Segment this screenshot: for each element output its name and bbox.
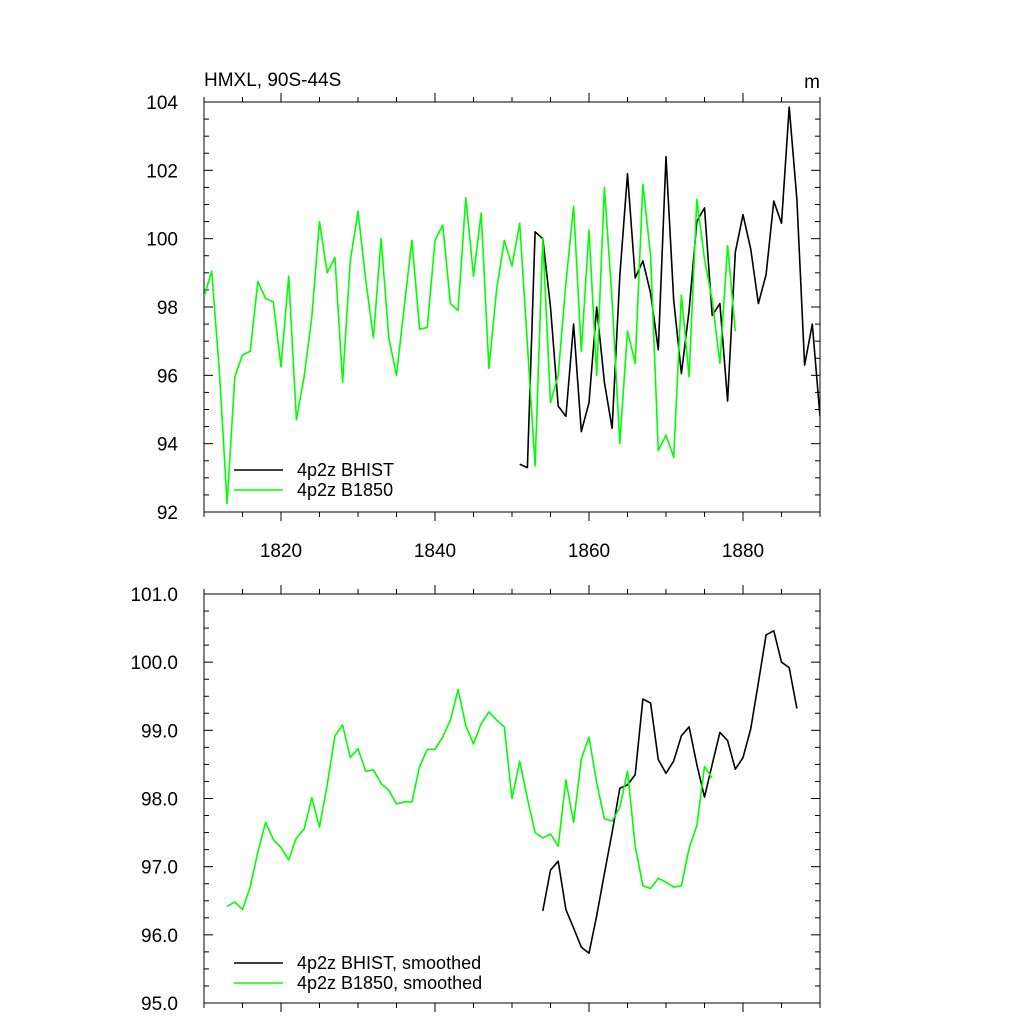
bottom-y-tick-label: 101.0	[130, 585, 178, 606]
bottom-series-line-b1850	[226, 688, 713, 911]
top-series-line-bhist	[519, 106, 820, 469]
top-legend-label: 4p2z BHIST	[297, 460, 394, 480]
bottom-series-line-bhist	[542, 629, 798, 955]
top-panel-units: m	[804, 72, 820, 93]
top-panel: HMXL, 90S-44S m 1820 1840 1860 1880 92 94 96 98…	[146, 70, 821, 562]
bottom-axis-ticks	[203, 585, 821, 1012]
top-plot-frame	[203, 101, 821, 513]
top-panel-title: HMXL, 90S-44S	[204, 70, 341, 91]
top-x-tick-label: 1820	[260, 541, 302, 562]
top-y-tick-label: 104	[146, 93, 178, 114]
bottom-legend-label: 4p2z BHIST, smoothed	[297, 953, 481, 973]
top-x-tick-label: 1860	[568, 541, 610, 562]
top-x-tick-label: 1840	[414, 541, 456, 562]
top-y-tick-label: 98	[157, 298, 178, 319]
bottom-y-tick-label: 98.0	[141, 790, 178, 811]
bottom-y-tick-label: 95.0	[141, 994, 178, 1015]
bottom-y-tick-label: 96.0	[141, 926, 178, 947]
top-series-line-b1850	[204, 183, 737, 505]
bottom-panel: 95.0 96.0 97.0 98.0 99.0 100.0 101.0 4p2z BHIST…	[130, 585, 821, 1015]
bottom-legend-label: 4p2z B1850, smoothed	[297, 973, 482, 993]
top-y-tick-label: 92	[157, 503, 178, 524]
top-y-tick-label: 102	[146, 161, 178, 182]
top-axis-ticks	[203, 93, 821, 521]
top-x-tick-label: 1880	[722, 541, 764, 562]
bottom-y-tick-label: 99.0	[141, 721, 178, 742]
top-y-tick-label: 94	[157, 435, 179, 456]
bottom-y-tick-label: 100.0	[130, 653, 178, 674]
top-y-tick-label: 96	[157, 366, 178, 387]
bottom-y-tick-label: 97.0	[141, 858, 178, 879]
top-y-tick-label: 100	[146, 230, 178, 251]
top-legend-label: 4p2z B1850	[297, 480, 393, 500]
